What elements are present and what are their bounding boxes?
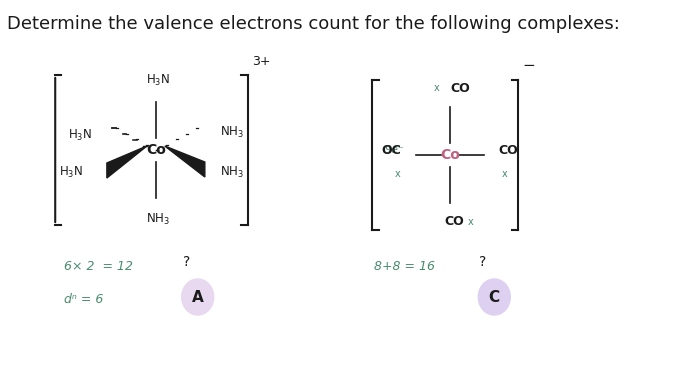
Text: dⁿ = 6: dⁿ = 6 — [64, 293, 104, 306]
Text: C: C — [489, 289, 500, 304]
Text: 9e⁻: 9e⁻ — [385, 145, 405, 155]
Text: x: x — [501, 169, 508, 179]
Text: NH$_3$: NH$_3$ — [220, 165, 244, 180]
Text: NH$_3$: NH$_3$ — [220, 124, 244, 139]
Text: CO: CO — [451, 82, 470, 95]
Text: Co: Co — [146, 143, 166, 157]
Text: A: A — [192, 289, 204, 304]
Text: 8+8 = 16: 8+8 = 16 — [374, 260, 435, 273]
Text: ?: ? — [183, 255, 190, 269]
Text: H$_3$N: H$_3$N — [59, 165, 83, 180]
Text: H$_3$N: H$_3$N — [68, 127, 92, 143]
Text: x: x — [468, 217, 473, 227]
Text: CO: CO — [444, 215, 464, 228]
Text: Determine the valence electrons count for the following complexes:: Determine the valence electrons count fo… — [7, 15, 620, 33]
Circle shape — [182, 279, 214, 315]
Text: 3+: 3+ — [252, 55, 270, 68]
Text: −: − — [523, 58, 536, 73]
Polygon shape — [164, 146, 205, 177]
Text: OC: OC — [381, 143, 401, 157]
Text: NH$_3$: NH$_3$ — [146, 212, 169, 227]
Text: 6× 2  = 12: 6× 2 = 12 — [64, 260, 133, 273]
Text: Co: Co — [440, 148, 460, 162]
Text: ?: ? — [479, 255, 486, 269]
Text: H$_3$N: H$_3$N — [146, 73, 169, 88]
Circle shape — [478, 279, 510, 315]
Polygon shape — [107, 146, 147, 178]
Text: x: x — [433, 83, 439, 93]
Text: CO: CO — [498, 143, 519, 157]
Text: x: x — [395, 169, 400, 179]
